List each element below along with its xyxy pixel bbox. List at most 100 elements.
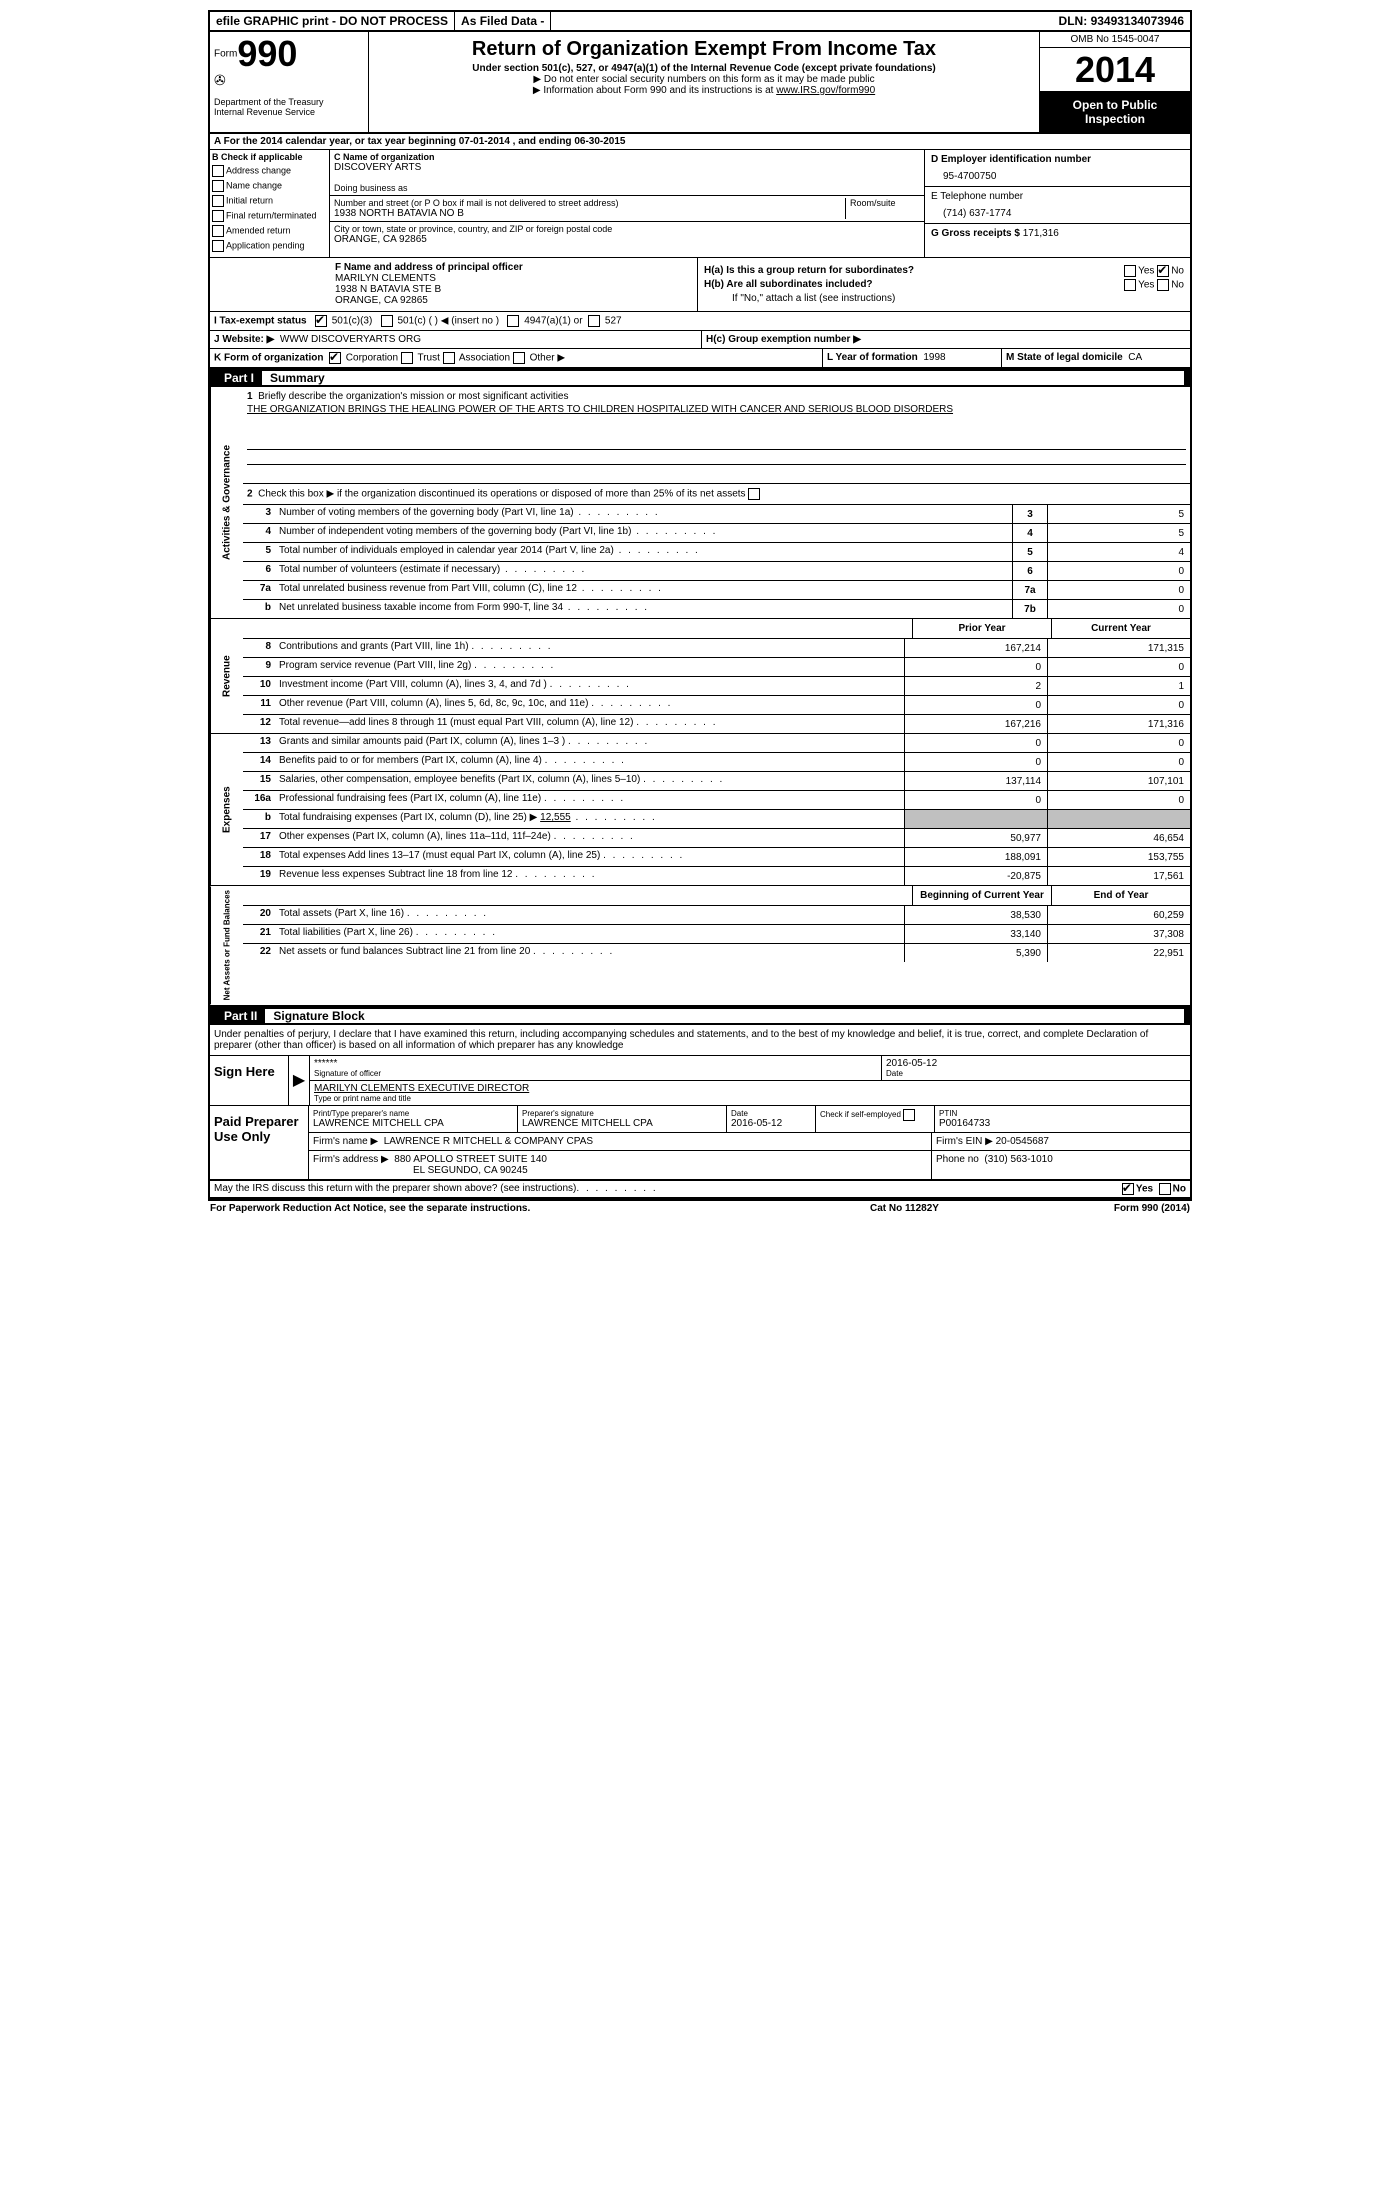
mission-text: THE ORGANIZATION BRINGS THE HEALING POWE… bbox=[247, 404, 1186, 415]
check-4947[interactable] bbox=[507, 315, 519, 327]
row-i-tax-status: I Tax-exempt status 501(c)(3) 501(c) ( )… bbox=[210, 312, 1190, 331]
summary-row: b Net unrelated business taxable income … bbox=[243, 600, 1190, 618]
page-footer: For Paperwork Reduction Act Notice, see … bbox=[206, 1201, 1194, 1216]
side-label-activities: Activities & Governance bbox=[210, 387, 243, 618]
check-527[interactable] bbox=[588, 315, 600, 327]
room-label: Room/suite bbox=[850, 198, 920, 208]
check-discuss-yes[interactable] bbox=[1122, 1183, 1134, 1195]
firm-name: LAWRENCE R MITCHELL & COMPANY CPAS bbox=[384, 1136, 593, 1147]
summary-row: 16a Professional fundraising fees (Part … bbox=[243, 791, 1190, 810]
city-label: City or town, state or province, country… bbox=[334, 224, 920, 234]
dba-label: Doing business as bbox=[334, 183, 920, 193]
form-title: Return of Organization Exempt From Incom… bbox=[377, 38, 1031, 61]
line-2: 2 Check this box ▶ if the organization d… bbox=[243, 484, 1190, 505]
balances-section: Net Assets or Fund Balances Beginning of… bbox=[210, 886, 1190, 1006]
top-bar: efile GRAPHIC print - DO NOT PROCESS As … bbox=[210, 12, 1190, 32]
check-corp[interactable] bbox=[329, 352, 341, 364]
activities-governance-section: Activities & Governance 1 Briefly descri… bbox=[210, 387, 1190, 619]
form-label: Form bbox=[214, 49, 237, 60]
firm-city: EL SEGUNDO, CA 90245 bbox=[313, 1165, 927, 1176]
firm-phone: (310) 563-1010 bbox=[984, 1154, 1052, 1165]
street-value: 1938 NORTH BATAVIA NO B bbox=[334, 208, 845, 219]
check-other[interactable] bbox=[513, 352, 525, 364]
paid-preparer-label: Paid Preparer Use Only bbox=[210, 1106, 309, 1179]
phone-label: E Telephone number bbox=[931, 191, 1184, 202]
summary-row: 20 Total assets (Part X, line 16) 38,530… bbox=[243, 906, 1190, 925]
gross-label: G Gross receipts $ bbox=[931, 228, 1020, 239]
preparer-sig: LAWRENCE MITCHELL CPA bbox=[522, 1118, 722, 1129]
signature-section: Under penalties of perjury, I declare th… bbox=[210, 1025, 1190, 1199]
check-assoc[interactable] bbox=[443, 352, 455, 364]
check-hb-yes[interactable] bbox=[1124, 279, 1136, 291]
gross-value: 171,316 bbox=[1023, 228, 1059, 239]
header-right: OMB No 1545-0047 2014 Open to Public Ins… bbox=[1039, 32, 1190, 132]
ein-label: D Employer identification number bbox=[931, 154, 1184, 165]
sign-arrow-icon: ▶ bbox=[289, 1056, 310, 1105]
irs-label: Internal Revenue Service bbox=[214, 107, 364, 117]
check-name-change[interactable] bbox=[212, 180, 224, 192]
side-label-balances: Net Assets or Fund Balances bbox=[210, 886, 243, 1004]
check-amended[interactable] bbox=[212, 225, 224, 237]
efile-notice: efile GRAPHIC print - DO NOT PROCESS bbox=[210, 12, 455, 30]
row-f-h: F Name and address of principal officer … bbox=[210, 258, 1190, 312]
form-number: 990 bbox=[237, 36, 297, 72]
discuss-row: May the IRS discuss this return with the… bbox=[210, 1181, 1190, 1199]
part-2-header: Part II Signature Block bbox=[210, 1007, 1190, 1025]
row-j-website: J Website: ▶ WWW DISCOVERYARTS ORG H(c) … bbox=[210, 331, 1190, 349]
check-discontinued[interactable] bbox=[748, 488, 760, 500]
header-left: Form990 ✇ Department of the Treasury Int… bbox=[210, 32, 369, 132]
website-value[interactable]: WWW DISCOVERYARTS ORG bbox=[280, 334, 421, 345]
part-1-header: Part I Summary bbox=[210, 369, 1190, 387]
summary-row: 18 Total expenses Add lines 13–17 (must … bbox=[243, 848, 1190, 867]
sign-here-row: Sign Here ▶ ****** Signature of officer … bbox=[210, 1056, 1190, 1106]
check-hb-no[interactable] bbox=[1157, 279, 1169, 291]
perjury-text: Under penalties of perjury, I declare th… bbox=[210, 1025, 1190, 1056]
irs-link[interactable]: www.IRS.gov/form990 bbox=[776, 85, 875, 96]
section-bcd-grid: B Check if applicable Address change Nam… bbox=[210, 150, 1190, 258]
org-name-label: C Name of organization bbox=[334, 152, 920, 162]
check-final-return[interactable] bbox=[212, 210, 224, 222]
summary-row: 15 Salaries, other compensation, employe… bbox=[243, 772, 1190, 791]
summary-row: b Total fundraising expenses (Part IX, c… bbox=[243, 810, 1190, 829]
summary-row: 19 Revenue less expenses Subtract line 1… bbox=[243, 867, 1190, 885]
preparer-date: 2016-05-12 bbox=[731, 1118, 811, 1129]
as-filed: As Filed Data - bbox=[455, 12, 551, 30]
check-501c3[interactable] bbox=[315, 315, 327, 327]
info-note: ▶ Information about Form 990 and its ins… bbox=[377, 85, 1031, 96]
city-value: ORANGE, CA 92865 bbox=[334, 234, 920, 245]
check-501c[interactable] bbox=[381, 315, 393, 327]
expenses-section: Expenses 13 Grants and similar amounts p… bbox=[210, 734, 1190, 886]
check-ha-no[interactable] bbox=[1157, 265, 1169, 277]
officer-name: MARILYN CLEMENTS EXECUTIVE DIRECTOR bbox=[314, 1083, 1186, 1094]
summary-row: 8 Contributions and grants (Part VIII, l… bbox=[243, 639, 1190, 658]
check-ha-yes[interactable] bbox=[1124, 265, 1136, 277]
summary-row: 3 Number of voting members of the govern… bbox=[243, 505, 1190, 524]
street-label: Number and street (or P O box if mail is… bbox=[334, 198, 845, 208]
summary-row: 14 Benefits paid to or for members (Part… bbox=[243, 753, 1190, 772]
check-address-change[interactable] bbox=[212, 165, 224, 177]
form-subtitle: Under section 501(c), 527, or 4947(a)(1)… bbox=[377, 63, 1031, 74]
side-label-revenue: Revenue bbox=[210, 619, 243, 733]
tax-year: 2014 bbox=[1040, 48, 1190, 92]
summary-row: 10 Investment income (Part VIII, column … bbox=[243, 677, 1190, 696]
check-trust[interactable] bbox=[401, 352, 413, 364]
check-initial-return[interactable] bbox=[212, 195, 224, 207]
principal-officer: F Name and address of principal officer … bbox=[210, 258, 698, 311]
ptin-value: P00164733 bbox=[939, 1118, 1186, 1129]
summary-row: 9 Program service revenue (Part VIII, li… bbox=[243, 658, 1190, 677]
check-self-employed[interactable] bbox=[903, 1109, 915, 1121]
group-return: H(a) Is this a group return for subordin… bbox=[698, 258, 1190, 311]
section-a-tax-year: A For the 2014 calendar year, or tax yea… bbox=[210, 134, 1190, 150]
summary-row: 21 Total liabilities (Part X, line 26) 3… bbox=[243, 925, 1190, 944]
org-name: DISCOVERY ARTS bbox=[334, 162, 920, 173]
check-discuss-no[interactable] bbox=[1159, 1183, 1171, 1195]
open-public-badge: Open to Public Inspection bbox=[1040, 92, 1190, 132]
check-application-pending[interactable] bbox=[212, 240, 224, 252]
omb-number: OMB No 1545-0047 bbox=[1040, 32, 1190, 48]
col-b-checkboxes: B Check if applicable Address change Nam… bbox=[210, 150, 330, 257]
form-990-container: efile GRAPHIC print - DO NOT PROCESS As … bbox=[208, 10, 1192, 1201]
revenue-section: Revenue Prior Year Current Year 8 Contri… bbox=[210, 619, 1190, 734]
summary-row: 22 Net assets or fund balances Subtract … bbox=[243, 944, 1190, 962]
summary-row: 6 Total number of volunteers (estimate i… bbox=[243, 562, 1190, 581]
dept-treasury: Department of the Treasury bbox=[214, 97, 364, 107]
